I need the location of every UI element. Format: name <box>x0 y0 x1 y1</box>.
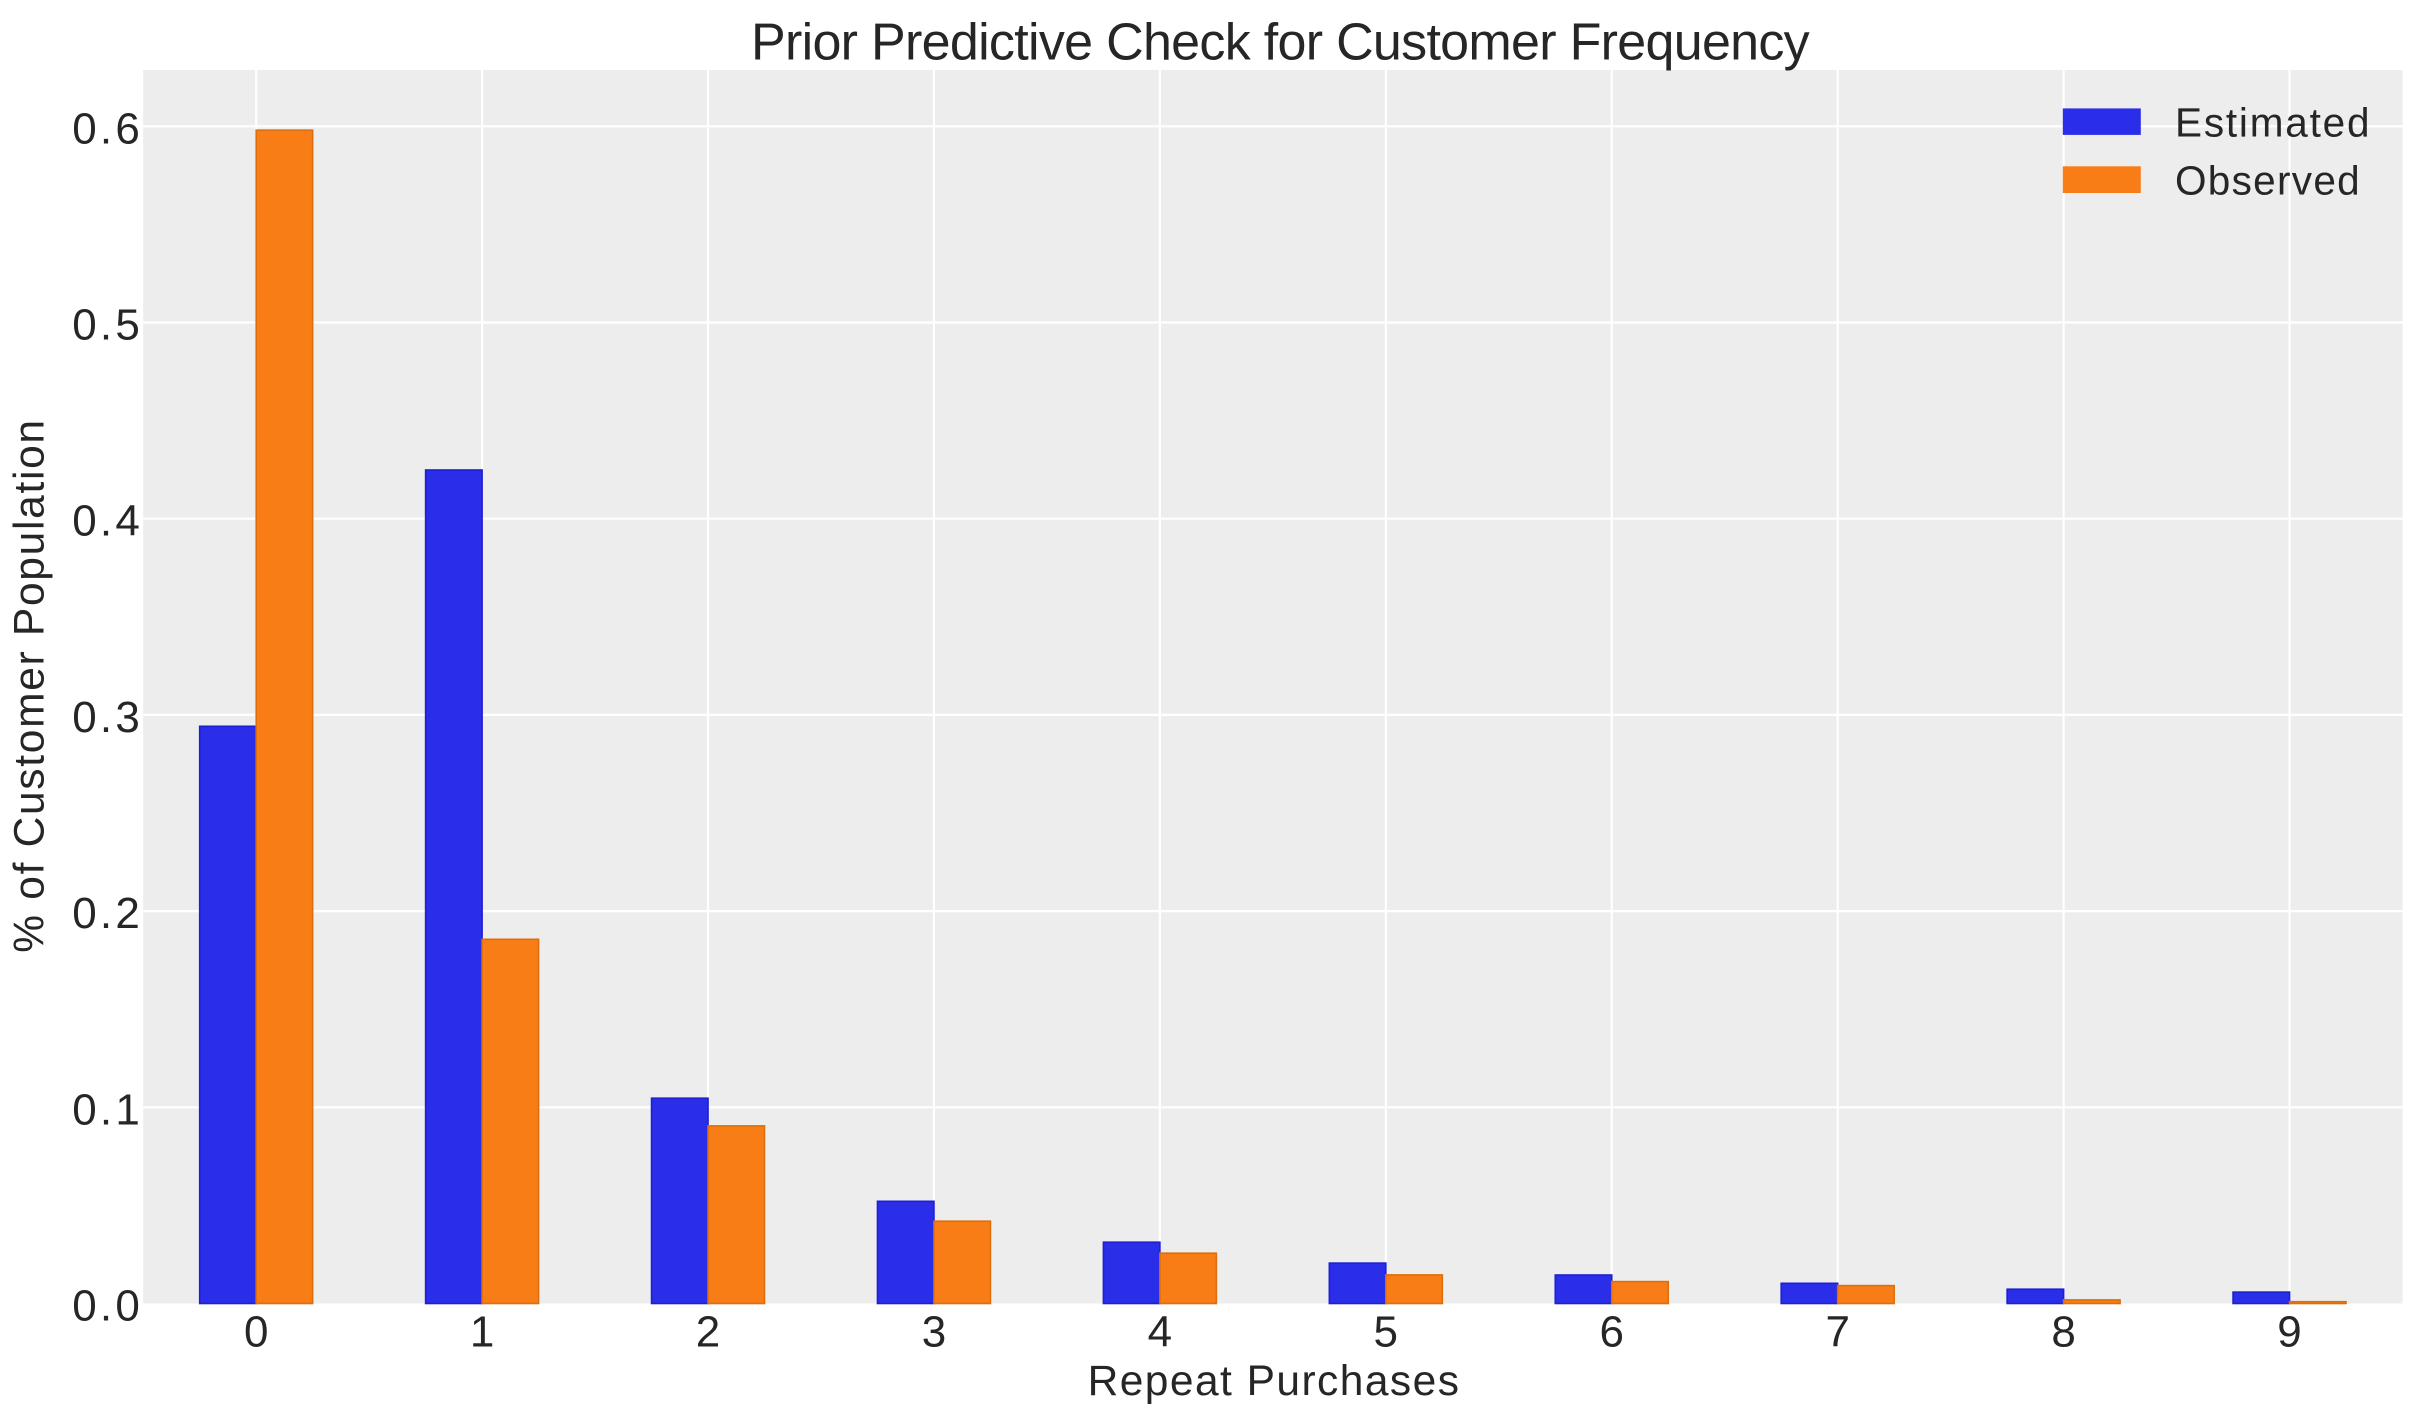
svg-text:0.4: 0.4 <box>72 497 143 546</box>
svg-text:4: 4 <box>1148 1307 1172 1356</box>
svg-text:1: 1 <box>470 1307 494 1356</box>
svg-text:5: 5 <box>1374 1307 1398 1356</box>
svg-text:Observed: Observed <box>2175 157 2361 203</box>
svg-text:8: 8 <box>2051 1307 2075 1356</box>
svg-text:0.1: 0.1 <box>72 1085 143 1134</box>
svg-text:Repeat Purchases: Repeat Purchases <box>1088 1358 1461 1405</box>
svg-text:0: 0 <box>244 1307 268 1356</box>
svg-text:0.5: 0.5 <box>72 301 143 350</box>
svg-text:0.6: 0.6 <box>72 104 143 153</box>
svg-text:6: 6 <box>1600 1307 1624 1356</box>
svg-text:3: 3 <box>922 1307 946 1356</box>
svg-text:0.2: 0.2 <box>72 889 143 938</box>
svg-text:0.3: 0.3 <box>72 693 143 742</box>
svg-text:0.0: 0.0 <box>72 1282 143 1331</box>
svg-text:2: 2 <box>696 1307 720 1356</box>
svg-text:Estimated: Estimated <box>2175 100 2371 146</box>
svg-text:9: 9 <box>2277 1307 2301 1356</box>
svg-text:Prior Predictive Check for Cus: Prior Predictive Check for Customer Freq… <box>751 14 1810 72</box>
svg-text:7: 7 <box>1825 1307 1849 1356</box>
svg-text:% of Customer Population: % of Customer Population <box>7 418 54 953</box>
